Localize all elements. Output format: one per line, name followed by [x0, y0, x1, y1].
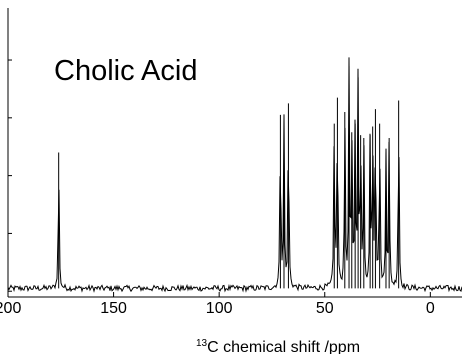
axes-frame: [7, 8, 462, 298]
chart-title: Cholic Acid: [54, 55, 197, 87]
x-axis-label: 13C chemical shift /ppm: [196, 338, 360, 354]
y-axis-ticks: [8, 59, 12, 292]
x-axis-label-main: C chemical shift /ppm: [207, 339, 360, 354]
x-tick-label: 100: [206, 300, 233, 317]
x-tick-label: 200: [0, 300, 21, 317]
x-tick-label: 150: [100, 300, 127, 317]
spectrum-line: [7, 57, 462, 293]
x-axis-label-superscript: 13: [196, 338, 208, 349]
x-tick-label: 50: [316, 300, 334, 317]
x-axis-ticks: 200 150 100 50 0: [0, 292, 435, 317]
x-tick-label: 0: [426, 300, 435, 317]
